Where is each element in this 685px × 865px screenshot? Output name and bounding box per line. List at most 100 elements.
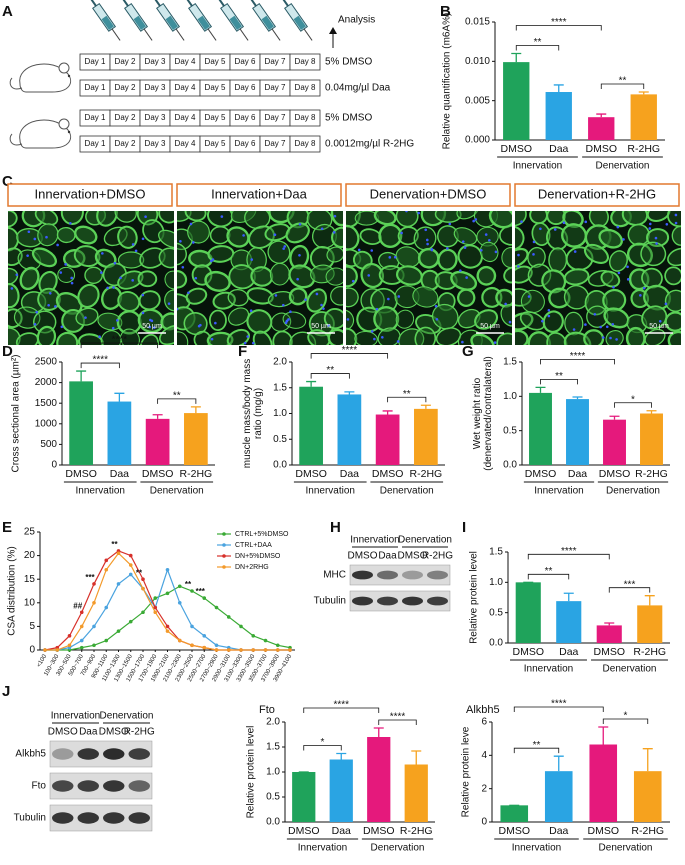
point [128,572,133,577]
fiber [499,224,512,246]
fiber [496,332,512,345]
syringe-plunger [250,0,257,7]
fiber [272,330,293,345]
nucleus [27,230,31,234]
y-tick-label: 6 [481,717,487,728]
fiber [531,222,551,246]
day-label: Day 2 [115,83,136,92]
bar [596,625,622,643]
annotation: *** [85,573,95,582]
nucleus [315,292,319,296]
lane-label: DMSO [348,551,378,562]
blot-row-label: Alkbh5 [15,749,46,760]
nucleus [584,323,587,326]
error-bar [642,748,653,772]
day-label: Day 8 [295,57,316,66]
significance-bracket [80,342,159,349]
fiber [664,311,681,332]
bar [337,394,362,465]
blot-band [128,748,150,760]
y-tick-label: 0.5 [273,434,287,445]
point [214,605,219,610]
significance-label: ** [403,389,411,400]
x-tick-label: R-2HG [180,468,213,480]
nucleus [430,248,434,251]
point [128,563,133,567]
fiber [583,329,605,345]
fiber [36,325,57,345]
significance-label: **** [551,699,567,710]
y-tick-label: 0.010 [465,56,490,67]
fiber [57,266,76,283]
day-label: Day 3 [145,83,166,92]
group-label: Denervation [150,486,204,497]
nucleus [282,247,285,250]
nucleus [622,238,625,241]
blot-band [402,596,423,606]
nucleus [435,317,439,321]
point [165,629,170,633]
point [104,567,109,572]
nucleus [665,222,669,226]
group-label: Innervation [524,664,573,675]
blot-strip [349,590,451,612]
bar [375,414,400,465]
y-tick-label: 1.0 [273,408,287,419]
nucleus [493,341,497,344]
y-tick-label: 25 [24,527,36,538]
legend-label: CTRL+DAA [235,542,272,549]
fiber [667,330,681,345]
bar [503,62,530,141]
day-label: Day 8 [295,83,316,92]
fiber [331,226,343,249]
fiber [641,305,668,330]
point [263,648,268,652]
significance-label: * [631,394,635,405]
significance-bracket [540,379,578,385]
significance-label: **** [390,712,406,723]
nucleus [48,291,52,295]
error-bar [638,91,649,95]
nucleus [35,310,38,314]
nucleus [367,274,371,277]
nucleus [141,311,145,315]
bar [589,744,618,822]
fiber [626,242,653,268]
nucleus [387,297,390,301]
day-label: Day 3 [145,113,166,122]
nucleus [111,326,115,330]
nucleus [655,242,658,245]
bar [566,399,589,465]
error-bar [563,592,574,602]
fiber [470,333,495,345]
error-bar [344,391,355,395]
nucleus [626,278,630,281]
y-tick-label: 2 [481,783,487,794]
fiber [8,327,21,345]
point [288,648,292,652]
fiber [73,245,101,268]
bar [107,401,132,465]
nucleus [327,324,330,327]
nucleus [289,310,292,314]
blot-row-label: Tubulin [14,813,46,824]
day-label: Day 7 [265,113,286,122]
significance-label: **** [112,335,128,346]
legend-marker [222,532,226,536]
fiber [74,225,98,245]
point [43,648,47,652]
nucleus [461,340,464,344]
significance-label: *** [624,579,636,590]
error-bar [511,52,522,63]
day-label: Day 6 [235,139,256,148]
nucleus [434,304,438,308]
fiber [625,326,646,345]
nucleus [639,294,642,297]
bar [630,94,657,140]
y-tick-label: 15 [24,574,36,585]
error-bar [553,84,564,93]
fiber [457,244,483,269]
day-label: Day 3 [145,139,166,148]
bar [637,605,663,643]
nucleus [380,336,384,339]
